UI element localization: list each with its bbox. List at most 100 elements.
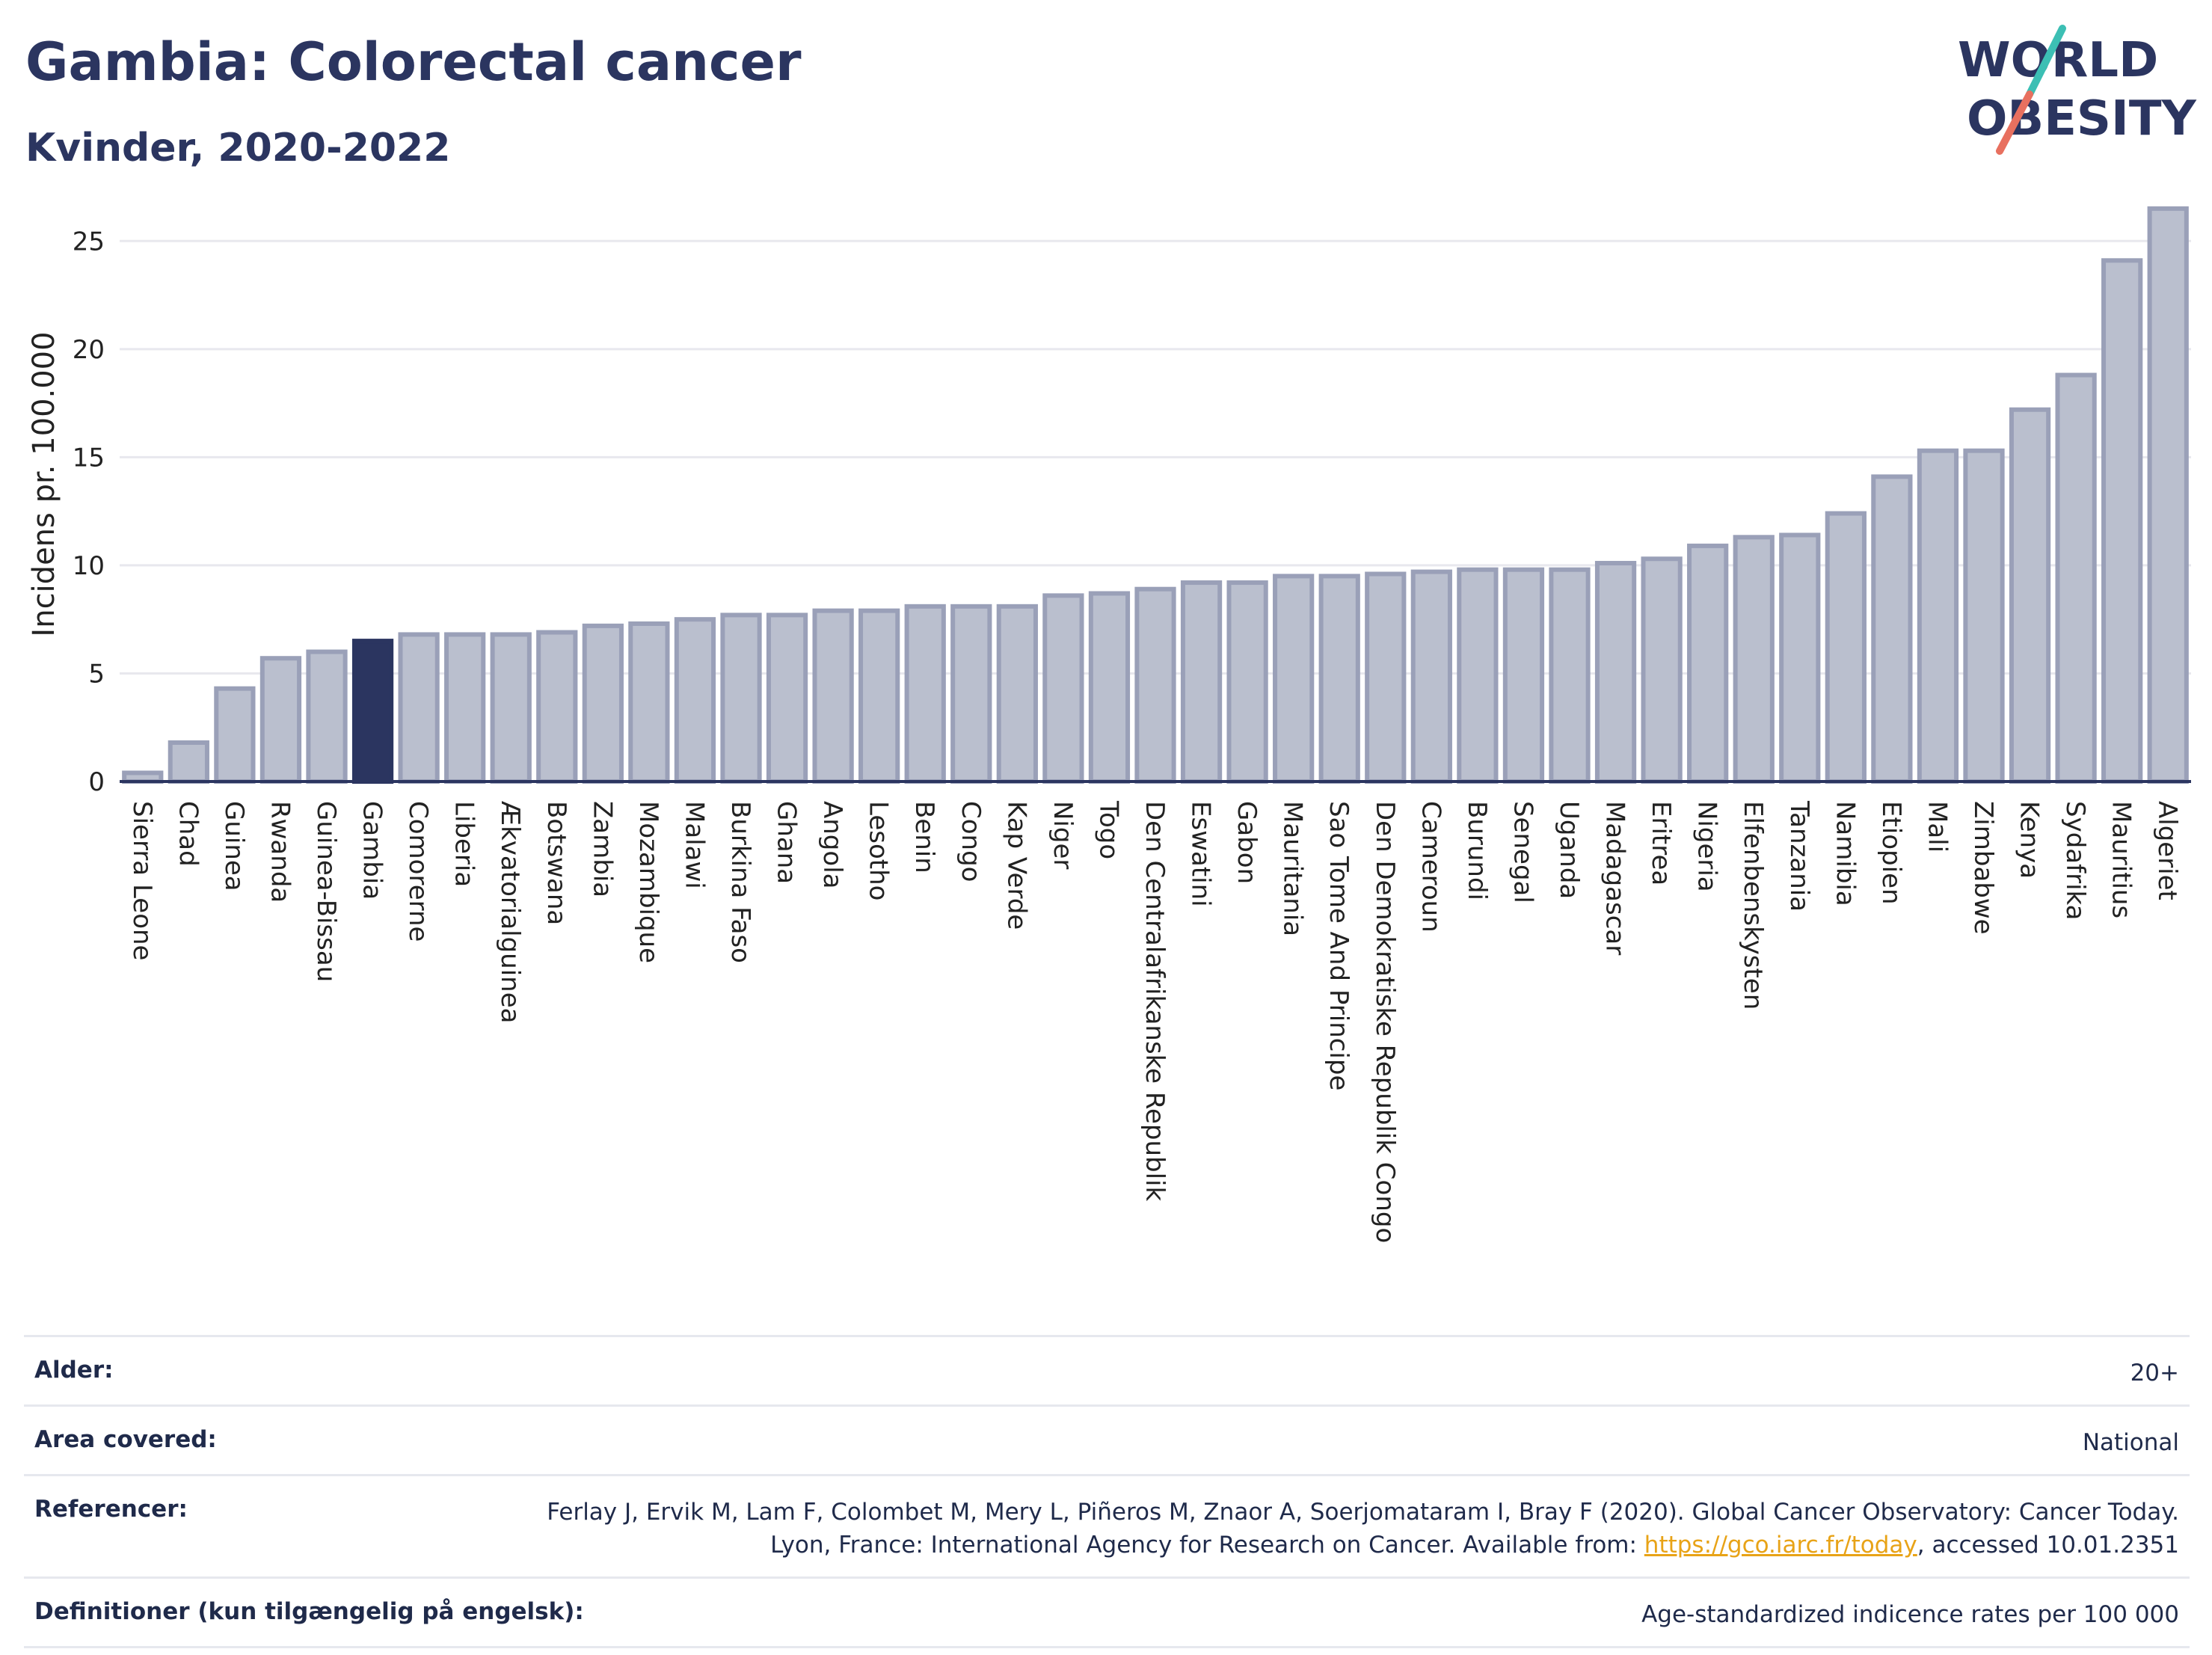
bar-chart: 0 5 10 15 20 25 Incidens pr. 100.000 Sierra Leo… <box>27 206 2191 1243</box>
x-tick-label: Congo <box>956 801 986 882</box>
x-tick-label: Chad <box>173 801 203 867</box>
x-tick-label: Guinea-Bissau <box>311 801 341 982</box>
bar-comorerne <box>398 632 440 784</box>
world-obesity-logo: WORLD OBESITY <box>1958 25 2196 155</box>
x-tick-label: Cameroun <box>1416 801 1446 933</box>
bar-rwanda <box>259 656 302 784</box>
x-tick-label: Etiopien <box>1876 801 1906 905</box>
x-tick-label: Mauritania <box>1278 801 1308 936</box>
bar-burundi <box>1457 567 1499 784</box>
bar-mauritius <box>2101 258 2143 784</box>
bar-mauritania <box>1273 574 1315 784</box>
bar-namibia <box>1825 511 1867 784</box>
y-tick-label: 10 <box>73 551 105 581</box>
bar-guinea <box>214 686 256 784</box>
bar-senegal <box>1502 567 1545 784</box>
x-tick-label: Burundi <box>1462 801 1492 900</box>
x-tick-label: Eswatini <box>1186 801 1216 907</box>
bar-lesotho <box>858 608 900 784</box>
bar-niger <box>1042 593 1084 784</box>
bar-algeriet <box>2147 206 2189 784</box>
x-tick-label: Sierra Leone <box>127 801 157 960</box>
x-tick-label: Zambia <box>587 801 617 897</box>
bar-mozambique <box>628 621 670 784</box>
bar-den-demokratiske-republik-congo <box>1365 571 1407 784</box>
x-tick-label: Sao Tome And Principe <box>1324 801 1354 1090</box>
bar-liberia <box>444 632 486 784</box>
x-tick-label: Lesotho <box>864 801 894 900</box>
x-tick-label: Sydafrika <box>2060 801 2090 920</box>
x-tick-label: Zimbabwe <box>1968 801 1998 935</box>
y-tick-label: 25 <box>73 227 105 257</box>
bar-kap-verde <box>996 604 1038 784</box>
meta-label: Referencer: <box>34 1496 188 1523</box>
bar-uganda <box>1549 567 1591 784</box>
chart-subtitle: Kvinder, 2020-2022 <box>25 126 451 171</box>
x-tick-label: Elfenbenskysten <box>1738 801 1768 1010</box>
bar-cameroun <box>1410 569 1452 784</box>
bar-botswana <box>536 630 578 784</box>
x-tick-label: Nigeria <box>1692 801 1722 892</box>
reference-text: Ferlay J, Ervik M, Lam F, Colombet M, Me… <box>547 1499 2179 1559</box>
x-tick-label: Mauritius <box>2107 801 2136 918</box>
y-tick-label: 20 <box>73 335 105 365</box>
x-tick-label: Botswana <box>541 801 571 925</box>
x-tick-label: Gambia <box>357 801 387 900</box>
bar-etiopien <box>1871 474 1913 784</box>
meta-value-references: Ferlay J, Ervik M, Lam F, Colombet M, Me… <box>534 1496 2179 1562</box>
x-tick-label: Kap Verde <box>1001 801 1031 930</box>
bar-guinea-bissau <box>306 649 348 784</box>
bar-zimbabwe <box>1963 448 2005 784</box>
bar-benin <box>904 604 946 784</box>
x-tick-label: Tanzania <box>1784 800 1814 912</box>
x-tick-label: Togo <box>1093 800 1123 859</box>
meta-row-area: Area covered: National <box>24 1404 2190 1474</box>
reference-link[interactable]: https://gco.iarc.fr/today <box>1644 1532 1917 1559</box>
logo-slash-teal <box>2026 25 2066 98</box>
meta-label: Definitioner (kun tilgængelig på engelsk… <box>34 1598 584 1625</box>
bar-chad <box>168 740 209 784</box>
y-axis-label: Incidens pr. 100.000 <box>27 331 61 636</box>
x-tick-label: Mali <box>1922 801 1952 853</box>
meta-label: Area covered: <box>34 1426 217 1453</box>
x-tick-label: Namibia <box>1830 801 1860 906</box>
x-tick-label: Senegal <box>1508 801 1537 903</box>
bar-gabon <box>1226 580 1268 784</box>
bar-madagascar <box>1594 561 1637 784</box>
x-tick-label: Gabon <box>1232 801 1262 884</box>
reference-suffix: , accessed 10.01.2351 <box>1917 1532 2179 1559</box>
x-tick-label: Niger <box>1048 801 1078 869</box>
bar-angola <box>812 608 854 784</box>
x-tick-label: Angola <box>817 801 847 888</box>
x-tick-label: Ækvatorialguinea <box>495 801 525 1023</box>
x-tick-label: Rwanda <box>265 801 295 903</box>
x-tick-label: Algeriet <box>2152 801 2182 900</box>
x-tick-label: Uganda <box>1554 801 1584 899</box>
bar-eritrea <box>1641 556 1683 784</box>
x-tick-label: Malawi <box>679 801 709 889</box>
bar-eswatini <box>1180 580 1223 784</box>
x-tick-label: Kenya <box>2015 801 2044 879</box>
x-tick-label: Mozambique <box>633 801 663 963</box>
bar-malawi <box>674 617 716 784</box>
x-tick-label: Guinea <box>219 801 249 891</box>
x-tick-label: Madagascar <box>1600 801 1630 955</box>
chart-title: Gambia: Colorectal cancer <box>25 31 802 93</box>
meta-row-references: Referencer: Ferlay J, Ervik M, Lam F, Co… <box>24 1474 2190 1576</box>
bar-gambia <box>351 639 394 784</box>
bar-sao-tome-and-principe <box>1318 574 1360 784</box>
meta-value: 20+ <box>2130 1360 2179 1387</box>
bar-burkina-faso <box>720 612 762 784</box>
x-tick-label: Den Demokratiske Republik Congo <box>1370 801 1400 1243</box>
metadata-table: Alder: 20+ Area covered: National Refere… <box>24 1335 2190 1648</box>
meta-row-age: Alder: 20+ <box>24 1335 2190 1404</box>
meta-value: Age-standardized indicence rates per 100… <box>1641 1601 2179 1628</box>
x-tick-label: Den Centralafrikanske Republik <box>1140 801 1170 1201</box>
bar-congo <box>950 604 992 784</box>
bar-nigeria <box>1687 543 1729 784</box>
x-tick-label: Eritrea <box>1646 801 1676 885</box>
bar-togo <box>1088 591 1131 784</box>
meta-value: National <box>2082 1429 2179 1456</box>
meta-label: Alder: <box>34 1357 114 1384</box>
x-tick-label: Burkina Faso <box>725 801 755 963</box>
